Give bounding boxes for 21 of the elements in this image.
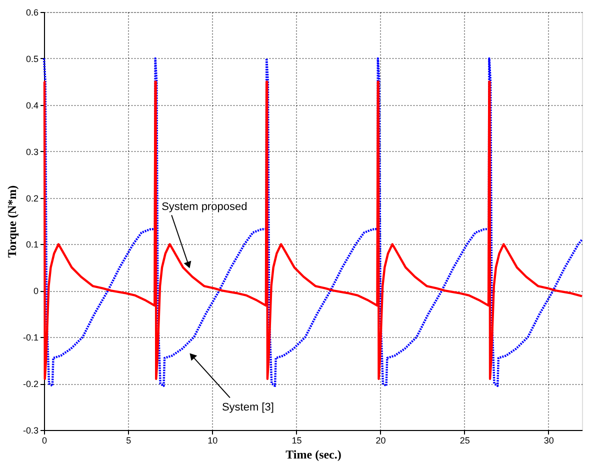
y-tick-label: 0.4 <box>26 100 38 110</box>
y-tick-label: -0.3 <box>22 426 38 436</box>
y-tick-label: -0.1 <box>22 332 38 343</box>
x-tick-label: 5 <box>126 436 132 446</box>
x-tick-label: 15 <box>292 436 302 446</box>
y-tick-label: 0.3 <box>26 146 38 157</box>
x-tick-label: 30 <box>544 436 554 446</box>
annotation: System [3] <box>222 402 274 414</box>
y-tick-label: -0.2 <box>22 379 38 390</box>
x-axis-title: Time (sec.) <box>286 448 342 462</box>
x-tick-label: 25 <box>460 436 470 446</box>
annotation: System proposed <box>162 201 248 214</box>
y-tick-label: 0.6 <box>26 8 38 18</box>
y-tick-label: 0.2 <box>26 193 38 204</box>
x-tick-label: 20 <box>376 436 386 446</box>
x-tick-label: 10 <box>208 436 218 446</box>
y-tick-label: 0 <box>33 286 38 296</box>
y-axis-title: Torque (N*m) <box>4 185 19 258</box>
y-tick-label: 0.5 <box>26 54 38 64</box>
x-tick-label: 0 <box>42 436 48 446</box>
y-tick-label: 0.1 <box>26 240 38 250</box>
